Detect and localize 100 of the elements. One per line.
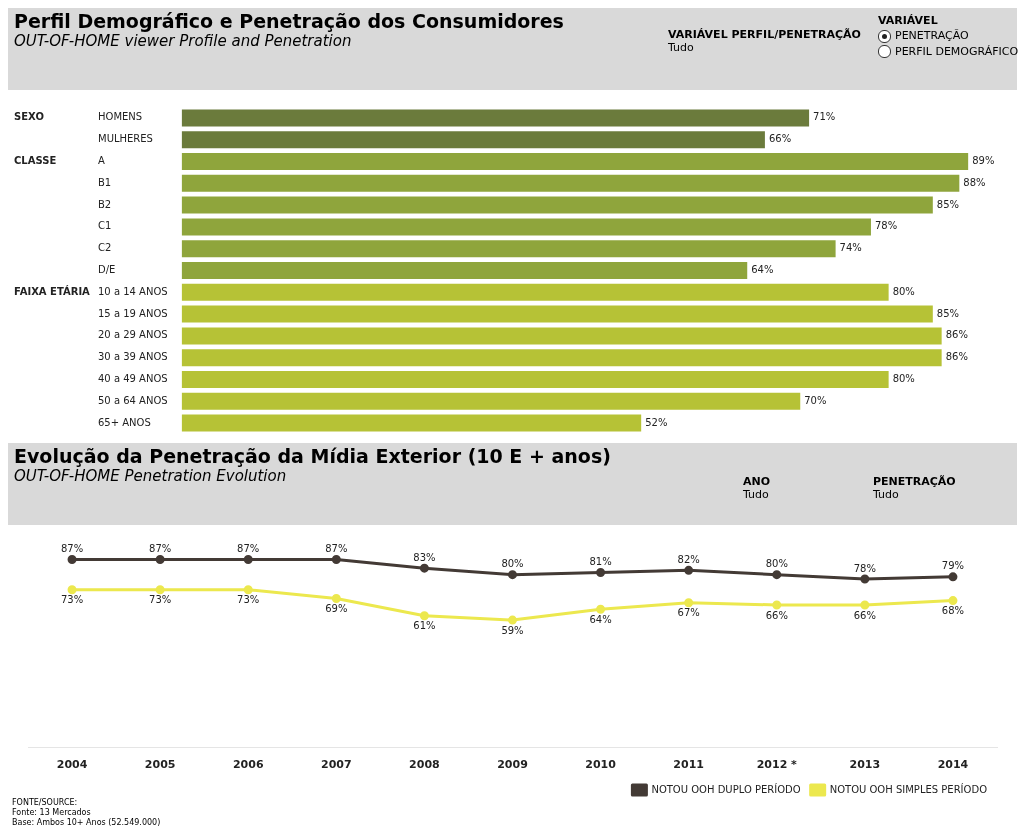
data-label: 85% xyxy=(936,307,960,319)
data-label: 64% xyxy=(589,613,612,625)
data-label: 59% xyxy=(501,624,524,636)
bar xyxy=(181,196,933,214)
x-tick-label: 2008 xyxy=(409,758,440,772)
data-label: 80% xyxy=(892,373,915,385)
text: PERFIL DEMOGRÁFICO xyxy=(894,44,1019,58)
data-label: 80% xyxy=(765,558,788,570)
bar xyxy=(181,283,889,301)
text: PENETRAÇÃO xyxy=(894,29,970,43)
bar xyxy=(181,349,942,367)
bar xyxy=(181,414,642,432)
data-label: 69% xyxy=(325,603,348,615)
data-label: 78% xyxy=(874,220,898,232)
point xyxy=(684,598,694,608)
point xyxy=(331,593,341,603)
chart-subtitle: OUT-OF-HOME viewer Profile and Penetration xyxy=(14,32,352,50)
point xyxy=(243,585,253,595)
data-label: 71% xyxy=(813,111,836,123)
chart-subtitle: OUT-OF-HOME Penetration Evolution xyxy=(14,467,287,485)
data-label: 66% xyxy=(765,609,788,621)
data-label: 88% xyxy=(963,176,986,188)
y-tick-label: 15 a 19 ANOS xyxy=(98,307,168,319)
data-label: 66% xyxy=(853,609,876,621)
bar xyxy=(181,327,942,345)
y-tick-label: B1 xyxy=(98,176,112,188)
data-label: 87% xyxy=(60,543,84,555)
y-tick-label: A xyxy=(98,155,105,167)
text: ANO xyxy=(743,475,771,488)
bar xyxy=(181,109,810,127)
data-label: 80% xyxy=(501,558,524,570)
point xyxy=(860,574,870,584)
point xyxy=(508,570,517,580)
data-label: 70% xyxy=(804,394,827,406)
x-tick-label: 2006 xyxy=(232,758,264,772)
data-label: 83% xyxy=(413,551,436,563)
data-label: 85% xyxy=(936,198,960,210)
y-tick-label: C1 xyxy=(98,220,112,232)
y-tick-label: 20 a 29 ANOS xyxy=(98,329,168,341)
bar xyxy=(181,371,889,388)
bar xyxy=(181,153,969,170)
data-label: 73% xyxy=(149,594,172,606)
data-label: 81% xyxy=(589,556,612,568)
data-label: 89% xyxy=(972,155,995,167)
bar xyxy=(181,262,748,279)
text: CLASSE xyxy=(14,155,57,167)
text: Tudo xyxy=(873,488,900,501)
source-note: Fonte: 13 Mercados xyxy=(12,808,92,818)
x-tick-label: 2010 xyxy=(585,758,617,772)
data-label: 79% xyxy=(941,560,965,572)
point xyxy=(155,554,165,564)
source-note: FONTE/SOURCE: xyxy=(12,798,79,808)
text: SEXO xyxy=(14,111,44,123)
data-label: 78% xyxy=(853,562,876,574)
y-tick-label: 50 a 64 ANOS xyxy=(98,394,168,406)
data-label: 67% xyxy=(677,607,700,619)
point xyxy=(948,596,958,606)
point xyxy=(684,565,694,575)
text: VARIÁVEL PERFIL/PENETRAÇÃO xyxy=(668,28,861,41)
point xyxy=(772,600,782,610)
point xyxy=(155,585,165,595)
point xyxy=(772,570,782,580)
x-tick-label: 2011 xyxy=(673,758,704,772)
point xyxy=(508,615,517,625)
y-tick-label: HOMENS xyxy=(98,111,143,123)
x-tick-label: 2004 xyxy=(56,758,88,772)
text: Tudo xyxy=(743,488,770,501)
data-label: 86% xyxy=(945,351,968,363)
point xyxy=(419,611,429,621)
data-label: 87% xyxy=(237,543,260,555)
x-tick-label: 2005 xyxy=(144,758,176,772)
y-tick-label: 40 a 49 ANOS xyxy=(98,373,168,385)
x-tick-label: 2014 xyxy=(937,758,969,772)
data-label: 64% xyxy=(751,264,774,276)
bar xyxy=(181,305,933,323)
y-tick-label: MULHERES xyxy=(98,133,153,145)
y-tick-label: 65+ ANOS xyxy=(98,416,151,428)
data-label: 68% xyxy=(941,605,965,617)
bar xyxy=(181,218,871,236)
data-label: 86% xyxy=(945,329,968,341)
y-tick-label: 30 a 39 ANOS xyxy=(98,351,168,363)
bar xyxy=(181,131,765,149)
chart-title: Perfil Demográfico e Penetração dos Consumidores xyxy=(14,10,564,32)
bar xyxy=(181,174,960,192)
data-label: 87% xyxy=(149,543,172,555)
legend-label: NOTOU OOH SIMPLES PERÍODO xyxy=(829,782,988,795)
y-tick-label: 10 a 14 ANOS xyxy=(98,285,168,297)
point xyxy=(860,600,870,610)
text: PENETRAÇÃO xyxy=(873,475,956,488)
x-tick-label: 2007 xyxy=(321,758,352,772)
point xyxy=(67,554,77,564)
x-tick-label: 2013 xyxy=(849,758,881,772)
point xyxy=(67,585,77,595)
data-label: 66% xyxy=(768,133,792,145)
y-tick-label: D/E xyxy=(98,264,116,276)
data-label: 82% xyxy=(677,553,700,565)
data-label: 74% xyxy=(839,242,862,254)
point xyxy=(948,572,958,582)
y-tick-label: C2 xyxy=(98,242,112,254)
data-label: 87% xyxy=(325,543,348,555)
